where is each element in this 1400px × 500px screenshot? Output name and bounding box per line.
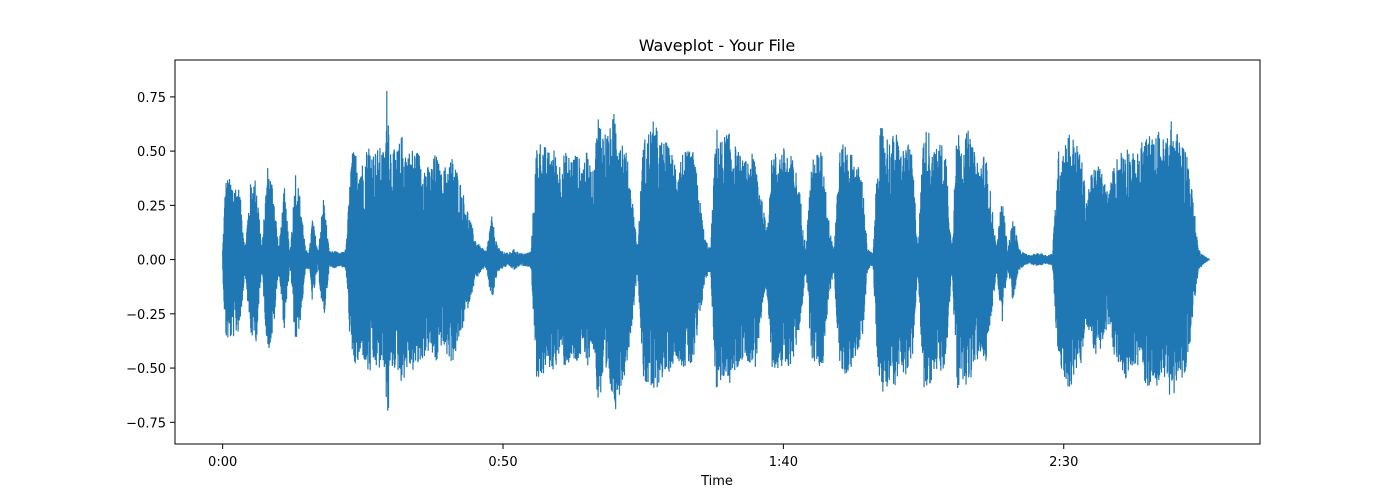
y-tick-label: −0.25 [126, 308, 166, 323]
x-axis-label: Time [700, 474, 733, 489]
chart-title: Waveplot - Your File [639, 36, 796, 55]
y-tick-label: −0.50 [126, 362, 166, 377]
plot-frame [174, 59, 1261, 445]
x-tick-label: 1:40 [769, 455, 798, 470]
x-tick-label: 0:00 [208, 455, 237, 470]
x-tick-label: 0:50 [488, 455, 517, 470]
y-tick-label: 0.75 [137, 91, 166, 106]
waveform-series [222, 90, 1210, 411]
x-axis: 0:00 0:50 1:40 2:30 [208, 444, 1078, 470]
y-tick-label: −0.75 [126, 416, 166, 431]
y-tick-label: 0.50 [137, 145, 166, 160]
y-axis: 0.75 0.50 0.25 0.00 −0.25 −0.50 −0.75 [126, 91, 175, 431]
y-tick-label: 0.00 [137, 254, 166, 269]
y-tick-label: 0.25 [137, 199, 166, 214]
x-tick-label: 2:30 [1049, 455, 1078, 470]
